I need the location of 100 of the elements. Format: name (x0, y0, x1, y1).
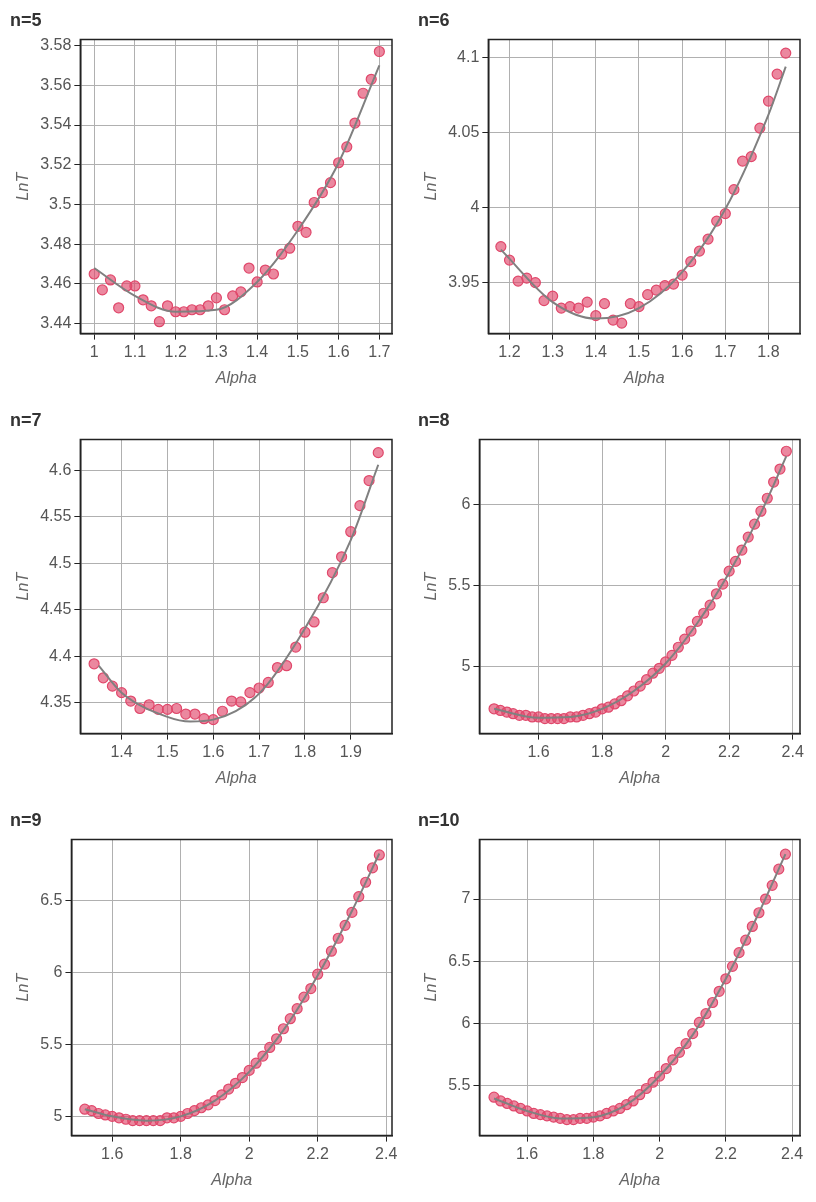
y-axis-title: LnT (14, 571, 32, 601)
point (210, 292, 223, 304)
y-tick-label: 5.5 (448, 576, 471, 594)
y-tick-label: 7 (461, 889, 471, 907)
y-tick-label: 4.6 (49, 460, 72, 478)
x-tick-label: 1.8 (590, 742, 614, 760)
point (243, 262, 255, 274)
point (762, 95, 775, 107)
y-tick-label: 5 (53, 1106, 63, 1124)
x-tick-label: 2.4 (375, 1144, 398, 1162)
point (598, 298, 611, 310)
y-tick-label: 6.5 (448, 951, 471, 969)
y-tick-label: 5.5 (40, 1034, 63, 1052)
x-tick-label: 1.6 (101, 1144, 124, 1162)
x-tick-label: 1.6 (671, 342, 694, 360)
y-tick-label: 4.35 (40, 693, 72, 711)
y-tick-label: 4.1 (457, 48, 480, 66)
y-tick-label: 4.55 (40, 507, 72, 525)
point (547, 290, 559, 302)
x-tick-label: 2.2 (306, 1144, 329, 1162)
x-tick-label: 1.7 (714, 342, 737, 360)
x-tick-label: 1.6 (202, 742, 225, 760)
y-tick-label: 4.5 (49, 553, 72, 571)
x-tick-label: 1.8 (582, 1144, 605, 1162)
x-tick-label: 1.5 (286, 342, 310, 360)
y-tick-label: 4.4 (49, 646, 72, 664)
point (780, 47, 792, 59)
chart-title: n=8 (418, 409, 450, 430)
point (581, 296, 593, 308)
point (300, 226, 312, 238)
x-tick-label: 1.6 (527, 742, 550, 760)
x-tick-label: 2 (661, 742, 671, 760)
y-axis-title: LnT (422, 171, 440, 201)
x-tick-label: 1.2 (498, 342, 521, 360)
x-tick-label: 1.8 (293, 742, 317, 760)
y-tick-label: 6 (461, 495, 471, 513)
x-tick-label: 1.5 (627, 342, 651, 360)
point (96, 284, 108, 296)
y-axis-title: LnT (14, 171, 32, 201)
y-tick-label: 5.5 (448, 1076, 471, 1094)
point (267, 268, 280, 280)
y-tick-label: 3.44 (40, 314, 72, 332)
point (235, 696, 247, 708)
x-axis-title: Alpha (214, 368, 257, 386)
point (771, 68, 783, 80)
point (189, 708, 201, 720)
y-tick-label: 3.54 (40, 115, 72, 133)
y-tick-label: 6.5 (40, 891, 63, 909)
y-axis-title: LnT (14, 972, 32, 1002)
point (113, 302, 125, 314)
x-tick-label: 2.4 (780, 1144, 804, 1162)
x-axis-title: Alpha (622, 368, 665, 386)
y-tick-label: 6 (461, 1014, 471, 1032)
point (736, 155, 749, 167)
point (616, 317, 628, 329)
point (373, 45, 385, 58)
point (216, 705, 229, 717)
y-tick-label: 4.45 (40, 600, 72, 618)
x-tick-label: 1.4 (584, 342, 608, 360)
x-tick-label: 1.7 (247, 742, 271, 760)
point (372, 447, 384, 459)
point (88, 658, 100, 670)
x-tick-label: 1.1 (123, 342, 147, 360)
x-tick-label: 1 (89, 342, 99, 360)
x-axis-title: Alpha (618, 768, 661, 786)
y-tick-label: 4 (470, 198, 480, 216)
y-axis-title: LnT (422, 571, 440, 601)
y-tick-label: 4.05 (448, 123, 480, 141)
y-tick-label: 3.52 (40, 155, 72, 173)
point (225, 695, 238, 707)
x-tick-label: 1.8 (169, 1144, 192, 1162)
x-tick-label: 2 (244, 1144, 254, 1162)
x-tick-label: 1.3 (205, 342, 228, 360)
y-tick-label: 6 (53, 963, 63, 981)
x-tick-label: 1.6 (516, 1144, 539, 1162)
chart-title: n=10 (418, 809, 460, 830)
y-tick-label: 3.46 (40, 274, 72, 292)
point (495, 241, 507, 253)
point (780, 445, 792, 457)
point (244, 687, 256, 699)
x-tick-label: 2.2 (718, 742, 741, 760)
y-axis-title: LnT (422, 972, 440, 1002)
x-axis-title: Alpha (618, 1170, 661, 1188)
point (624, 298, 636, 310)
point (88, 268, 100, 280)
point (202, 300, 214, 312)
x-axis-title: Alpha (210, 1170, 253, 1188)
x-tick-label: 2.4 (781, 742, 804, 760)
chart-title: n=7 (10, 409, 42, 430)
chart-title: n=9 (10, 809, 42, 830)
point (642, 289, 654, 301)
x-axis-title: Alpha (214, 768, 257, 786)
x-tick-label: 2 (655, 1144, 665, 1162)
point (572, 302, 585, 314)
point (129, 280, 141, 292)
y-tick-label: 3.56 (40, 75, 72, 93)
x-tick-label: 2.2 (714, 1144, 738, 1162)
chart-title: n=6 (418, 9, 450, 30)
y-tick-label: 3.48 (40, 234, 72, 252)
y-tick-label: 3.95 (448, 273, 480, 291)
